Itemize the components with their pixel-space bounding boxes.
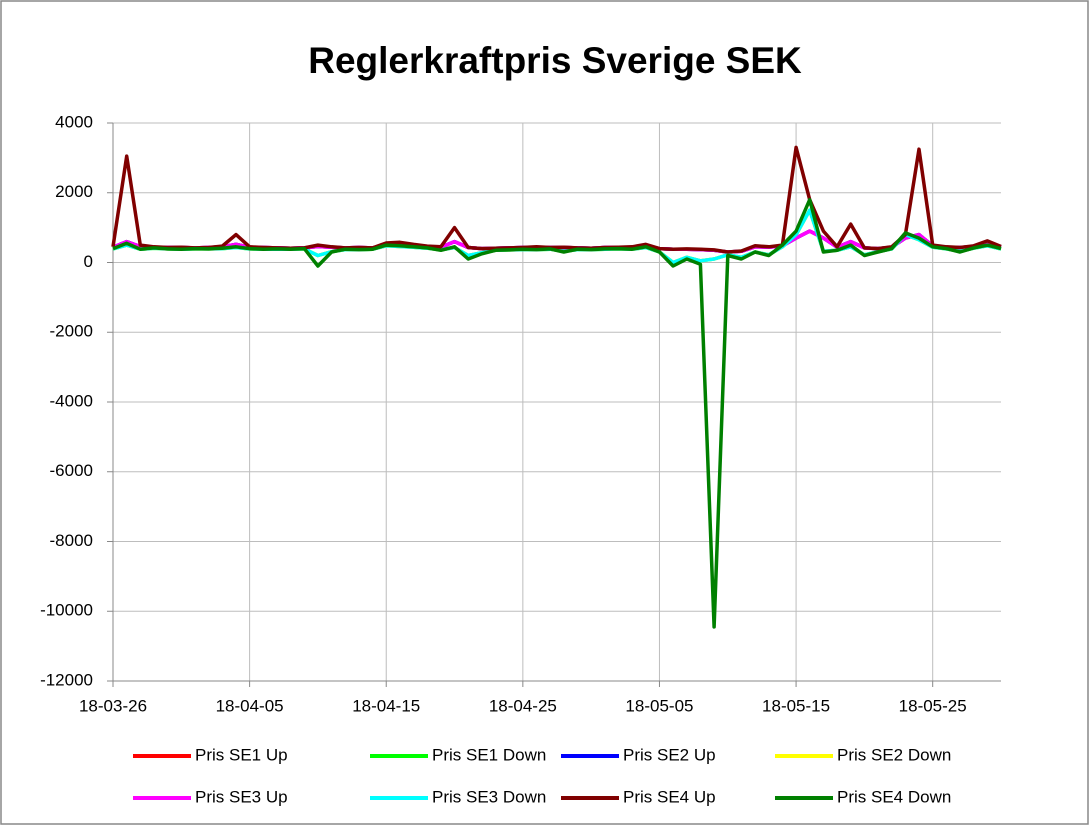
- x-tick-label: 18-03-26: [79, 696, 147, 715]
- legend-label: Pris SE1 Down: [432, 745, 546, 764]
- y-tick-label: -8000: [50, 531, 93, 550]
- legend-label: Pris SE2 Up: [623, 745, 716, 764]
- chart-title: Reglerkraftpris Sverige SEK: [308, 40, 802, 81]
- y-tick-label: 0: [84, 252, 93, 271]
- y-tick-label: -4000: [50, 391, 93, 410]
- x-tick-label: 18-05-25: [899, 696, 967, 715]
- legend-label: Pris SE4 Down: [837, 787, 951, 806]
- x-tick-label: 18-04-25: [489, 696, 557, 715]
- series-line: [112, 197, 1002, 629]
- x-tick-label: 18-04-15: [352, 696, 420, 715]
- y-tick-label: 2000: [55, 182, 93, 201]
- legend-label: Pris SE3 Down: [432, 787, 546, 806]
- x-tick-label: 18-04-05: [216, 696, 284, 715]
- legend-label: Pris SE1 Up: [195, 745, 288, 764]
- y-tick-label: -12000: [40, 670, 93, 689]
- x-tick-label: 18-05-15: [762, 696, 830, 715]
- y-tick-label: 4000: [55, 112, 93, 131]
- legend-label: Pris SE4 Up: [623, 787, 716, 806]
- y-tick-label: -2000: [50, 322, 93, 341]
- x-tick-label: 18-05-05: [625, 696, 693, 715]
- legend-label: Pris SE2 Down: [837, 745, 951, 764]
- y-tick-label: -10000: [40, 601, 93, 620]
- y-tick-label: -6000: [50, 461, 93, 480]
- legend-label: Pris SE3 Up: [195, 787, 288, 806]
